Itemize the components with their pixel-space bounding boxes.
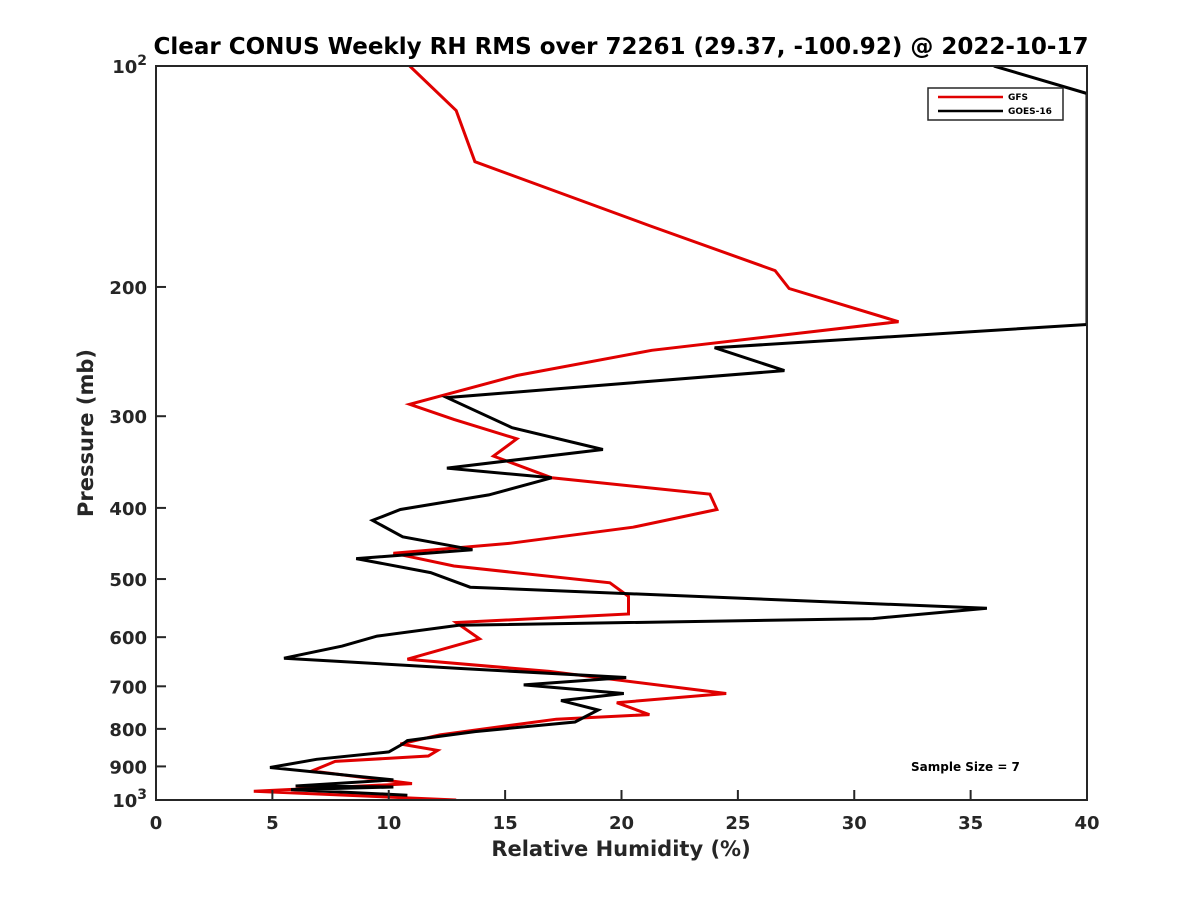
x-tick-label: 15 <box>493 813 518 834</box>
sample-size-annotation: Sample Size = 7 <box>911 760 1020 774</box>
series-layer <box>253 66 1087 800</box>
y-tick-label: 200 <box>109 278 147 299</box>
x-tick-label: 5 <box>266 813 279 834</box>
x-tick-label: 20 <box>609 813 634 834</box>
y-tick-label: 103 <box>112 787 147 812</box>
x-tick-label: 0 <box>150 813 163 834</box>
y-tick-label: 800 <box>109 720 147 741</box>
x-tick-label: 40 <box>1074 813 1099 834</box>
chart-title: Clear CONUS Weekly RH RMS over 72261 (29… <box>154 34 1089 60</box>
y-tick-label: 300 <box>109 407 147 428</box>
y-tick-label: 900 <box>109 757 147 778</box>
x-tick-label: 10 <box>376 813 401 834</box>
legend-label-goes-16: GOES-16 <box>1008 107 1052 117</box>
x-tick-label: 30 <box>842 813 867 834</box>
x-axis-label: Relative Humidity (%) <box>491 837 750 861</box>
x-axis: 0 5 10 15 20 25 30 35 40 <box>150 790 1100 834</box>
x-tick-label: 25 <box>725 813 750 834</box>
y-tick-label: 700 <box>109 677 147 698</box>
x-tick-label: 35 <box>958 813 983 834</box>
y-axis-label: Pressure (mb) <box>74 349 98 517</box>
legend: GFS GOES-16 <box>927 87 1064 121</box>
y-axis: 102 200 300 400 500 600 700 800 900 103 <box>109 53 166 812</box>
y-tick-label: 600 <box>109 628 147 649</box>
y-tick-label: 400 <box>109 499 147 520</box>
legend-label-gfs: GFS <box>1008 93 1028 103</box>
series-line-gfs <box>253 66 899 800</box>
y-tick-label: 500 <box>109 570 147 591</box>
plot-frame <box>155 65 1088 801</box>
legend-box <box>927 87 1064 121</box>
y-tick-label: 102 <box>112 53 147 78</box>
series-line-goes-16 <box>269 66 1087 797</box>
